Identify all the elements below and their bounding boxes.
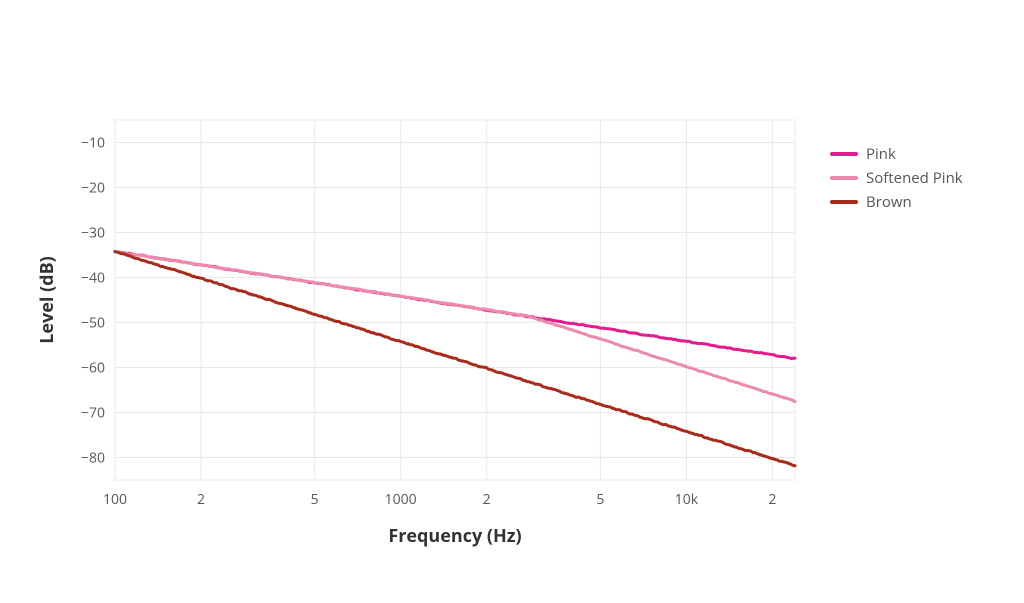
svg-text:−80: −80 (81, 449, 105, 468)
legend: Pink Softened Pink Brown (830, 142, 963, 214)
svg-text:1000: 1000 (385, 490, 417, 509)
plot-svg: −10 −20 −30 −40 −50 −60 −70 −80 100 2 5 1000 2 5 10k 2 L… (0, 0, 1024, 603)
legend-swatch (830, 200, 858, 204)
legend-label: Softened Pink (866, 168, 963, 188)
series-line-brown (115, 252, 795, 466)
svg-text:2: 2 (483, 490, 491, 509)
legend-item-pink[interactable]: Pink (830, 142, 963, 166)
svg-text:−50: −50 (81, 314, 105, 333)
svg-text:5: 5 (596, 490, 604, 509)
legend-swatch (830, 152, 858, 156)
legend-label: Pink (866, 144, 896, 164)
svg-text:−30: −30 (81, 224, 105, 243)
svg-text:−10: −10 (81, 134, 105, 153)
svg-text:2: 2 (768, 490, 776, 509)
svg-text:5: 5 (311, 490, 319, 509)
svg-text:100: 100 (103, 490, 127, 509)
svg-text:−60: −60 (81, 359, 105, 378)
svg-text:2: 2 (197, 490, 205, 509)
svg-text:−20: −20 (81, 179, 105, 198)
legend-label: Brown (866, 192, 912, 212)
legend-item-brown[interactable]: Brown (830, 190, 963, 214)
svg-text:−70: −70 (81, 404, 105, 423)
series-line-softened-pink (115, 252, 795, 402)
svg-text:Level (dB): Level (dB) (35, 256, 59, 344)
legend-swatch (830, 176, 858, 180)
legend-item-softened-pink[interactable]: Softened Pink (830, 166, 963, 190)
svg-text:−40: −40 (81, 269, 105, 288)
chart-container: Softened Pink Noise and Brown Noise −10−… (0, 0, 1024, 603)
svg-text:Frequency (Hz): Frequency (Hz) (388, 524, 521, 548)
svg-text:10k: 10k (675, 490, 699, 509)
